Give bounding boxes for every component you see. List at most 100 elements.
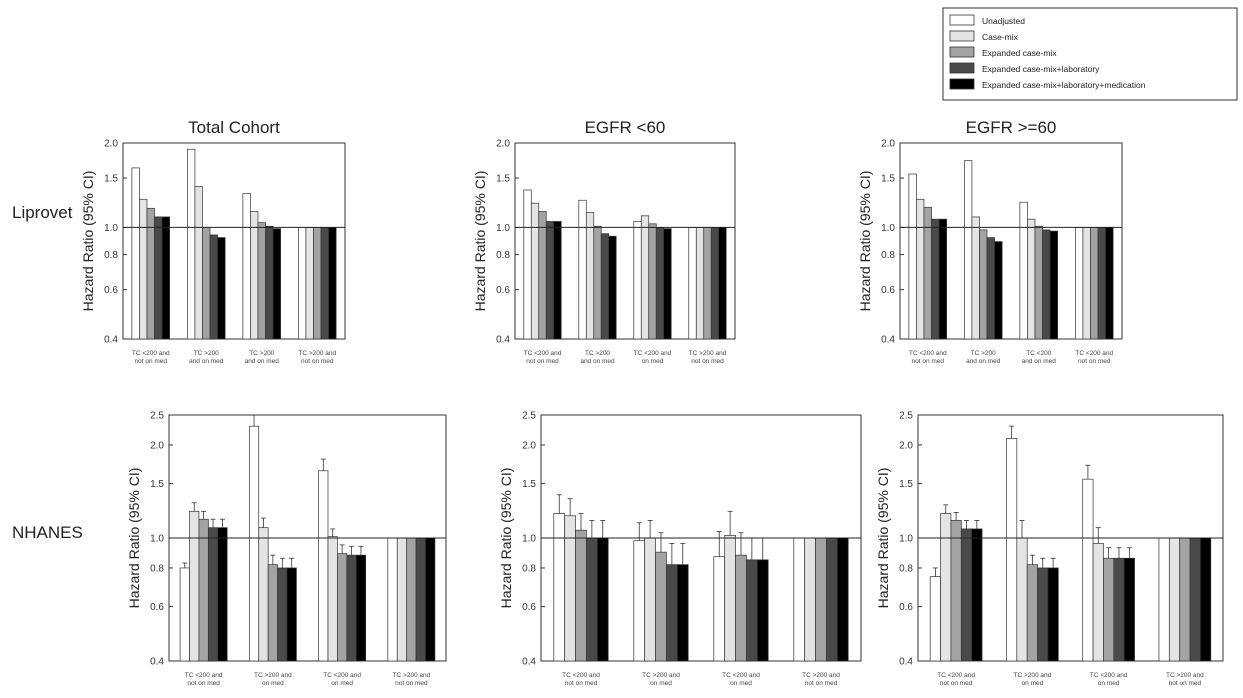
y-tick-label: 0.4 (104, 335, 118, 346)
row-label-liprovet: Liprovet (12, 203, 73, 222)
y-axis-label: Hazard Ratio (95% CI) (498, 468, 514, 609)
x-category-label: not on med (1078, 358, 1111, 365)
y-axis-label: Hazard Ratio (95% CI) (126, 468, 142, 609)
bar (815, 537, 827, 662)
bar (217, 237, 226, 340)
y-tick-label: 2.5 (150, 411, 164, 422)
legend-swatch-expanded-case-mix (949, 46, 975, 58)
x-category-label: not on med (940, 680, 973, 687)
x-category-label: on med (1022, 680, 1044, 687)
x-category-label: TC <200 and (185, 672, 223, 679)
bar (415, 537, 426, 662)
bar (1113, 557, 1125, 662)
bar (979, 229, 988, 340)
y-tick-label: 1.5 (496, 174, 510, 185)
bar (313, 227, 322, 340)
bar (355, 554, 367, 662)
y-tick-label: 2.5 (522, 411, 536, 422)
bar (596, 537, 609, 662)
bar (633, 540, 646, 662)
y-tick-label: 2.0 (522, 440, 536, 451)
bar (655, 227, 665, 340)
x-category-label: TC >200 (971, 350, 996, 357)
x-category-label: not on med (911, 358, 944, 365)
x-category-label: and on med (245, 358, 280, 365)
panel-total-cohort-nhanes: 0.4 0.6 0.8 1.0 1.5 2.0 2.5 Hazard Ratio (95% C… (126, 411, 447, 687)
panel-egfr-lt60-nhanes: 0.4 0.6 0.8 1.0 1.5 2.0 2.5 Hazard Ratio (95% C… (498, 411, 862, 687)
bar (250, 211, 259, 340)
y-tick-label: 2.0 (150, 440, 164, 451)
bar (1082, 227, 1091, 340)
bar (179, 567, 190, 662)
legend-frame (942, 7, 1238, 101)
bar (648, 223, 657, 340)
bar (202, 227, 211, 340)
y-tick-label: 1.0 (496, 223, 510, 234)
x-category-label: TC >200 and (802, 672, 840, 679)
bar (713, 556, 726, 662)
bar (1027, 218, 1036, 340)
panel-total-cohort-liprovet: 0.4 0.6 0.8 1.0 1.5 2.0 Hazard Ratio (95% CI) T… (80, 118, 346, 365)
panel-egfr-lt60-liprovet: 0.4 0.6 0.8 1.0 1.5 2.0 Hazard Ratio (95% CI) E… (472, 118, 736, 365)
bar (298, 227, 307, 340)
bar (277, 567, 288, 662)
bar (578, 199, 587, 340)
y-axis-label: Hazard Ratio (95% CI) (857, 171, 873, 312)
x-category-label: TC <200 and (722, 672, 760, 679)
x-category-label: TC <200 and (1075, 350, 1113, 357)
bar (1158, 537, 1170, 662)
bar (575, 529, 587, 662)
y-axis-label: Hazard Ratio (95% CI) (80, 171, 96, 312)
bar (545, 221, 555, 340)
y-axis-label: Hazard Ratio (95% CI) (875, 468, 891, 609)
x-category-label: TC >200 and (254, 672, 292, 679)
bar (538, 211, 547, 340)
x-category-label: TC >200 and (1166, 672, 1204, 679)
panel-egfr-ge60-nhanes: 0.4 0.6 0.8 1.0 1.5 2.0 2.5 Hazard Ratio (95% C… (875, 411, 1224, 687)
bar (425, 537, 436, 662)
y-tick-label: 1.5 (522, 479, 536, 490)
y-tick-label: 2.0 (899, 440, 913, 451)
x-category-label: TC >200 and (642, 672, 680, 679)
x-category-label: not on med (526, 358, 559, 365)
x-category-label: not on med (565, 680, 598, 687)
y-tick-label: 1.0 (104, 223, 118, 234)
y-tick-label: 1.5 (881, 174, 895, 185)
bar (258, 527, 269, 662)
bar (655, 551, 667, 662)
bar (1082, 478, 1094, 662)
y-axis-label: Hazard Ratio (95% CI) (472, 171, 488, 312)
x-category-label: on med (331, 680, 353, 687)
bar (600, 233, 610, 340)
legend-label-expanded-medication: Expanded case-mix+laboratory+medication (982, 80, 1146, 90)
bar (724, 534, 736, 662)
bar (703, 227, 712, 340)
bar (695, 227, 705, 340)
x-category-label: TC <200 and (1090, 672, 1128, 679)
y-tick-label: 2.0 (104, 139, 118, 150)
bar (1090, 227, 1099, 340)
x-category-label: not on med (1169, 680, 1202, 687)
x-category-label: TC >200 (585, 350, 610, 357)
y-tick-label: 0.6 (899, 602, 913, 613)
x-category-label: not on med (187, 680, 220, 687)
y-tick-label: 0.4 (881, 335, 895, 346)
bar (1006, 438, 1018, 662)
x-category-label: TC <200 and (323, 672, 361, 679)
plot-frame (899, 142, 1123, 340)
legend-swatch-unadjusted (949, 14, 975, 26)
y-tick-label: 2.0 (496, 139, 510, 150)
x-category-label: TC >200 and (298, 350, 336, 357)
panel-title: EGFR >=60 (966, 118, 1057, 137)
bar (1097, 227, 1106, 340)
bar (242, 193, 251, 340)
plot-frame (122, 142, 346, 340)
x-category-label: TC <200 (1026, 350, 1051, 357)
bar (189, 510, 200, 662)
bar (593, 225, 602, 340)
bar (663, 228, 672, 340)
y-tick-label: 0.6 (496, 285, 510, 296)
bar (328, 227, 337, 340)
bar (1049, 230, 1058, 340)
